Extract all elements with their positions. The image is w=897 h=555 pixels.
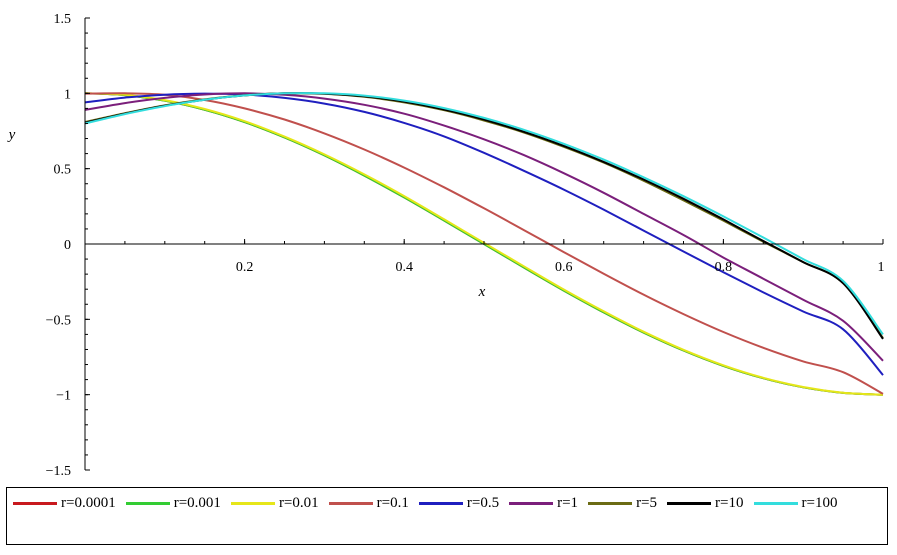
legend-swatch [230, 501, 275, 505]
x-tick-label: 0.6 [555, 260, 573, 275]
legend-item: r=0.1 [328, 490, 409, 516]
curves-layer [84, 92, 884, 396]
series-line-r-100 [84, 92, 884, 335]
legend-swatch [588, 501, 633, 505]
series-line-r-10 [84, 92, 884, 340]
legend-label: r=0.1 [376, 494, 409, 511]
ticks-layer: 0.2 0.4 0.6 0.8 1 1.5 1 0.5 0 −0.5 −1 −1.5 [46, 12, 885, 479]
legend-label: r=5 [636, 494, 658, 511]
y-axis-label: y [7, 127, 16, 143]
legend: r=0.0001 r=0.001 r=0.01 r=0.1 r=0.5 r=1 r=5 r=1… [6, 487, 888, 545]
legend-swatch [13, 501, 57, 505]
legend-item: r=10 [667, 490, 744, 516]
legend-swatch [418, 501, 463, 505]
series-line-r-1 [84, 92, 884, 362]
series-line-r-5 [84, 92, 884, 339]
plot-area: 0.2 0.4 0.6 0.8 1 1.5 1 0.5 0 −0.5 −1 −1.5 x y [7, 12, 885, 479]
legend-swatch [328, 501, 373, 505]
legend-label: r=0.5 [466, 494, 500, 511]
legend-swatch [667, 501, 712, 505]
legend-swatch [509, 501, 554, 505]
series-line-r-0-5 [84, 92, 884, 376]
legend-item: r=5 [588, 490, 657, 516]
legend-item: r=100 [753, 490, 838, 516]
legend-swatch [753, 501, 798, 505]
x-tick-label: 0.4 [395, 260, 413, 275]
x-axis-label: x [478, 284, 486, 300]
y-tick-label: 0.5 [54, 163, 72, 178]
legend-label: r=0.001 [173, 494, 221, 511]
y-tick-label: 1 [64, 87, 71, 102]
legend-label: r=10 [715, 494, 744, 511]
y-tick-label: −1 [56, 389, 71, 404]
legend-label: r=100 [801, 494, 838, 511]
legend-label: r=0.0001 [61, 494, 116, 511]
legend-item: r=0.01 [230, 490, 319, 516]
y-tick-label: −0.5 [46, 313, 71, 328]
y-tick-label: −1.5 [46, 464, 71, 479]
legend-item: r=0.5 [418, 490, 500, 516]
legend-item: r=1 [509, 490, 578, 516]
y-tick-label: 0 [64, 238, 71, 253]
legend-label: r=1 [557, 494, 579, 511]
series-line-r-0-1 [84, 92, 884, 395]
x-tick-label: 0.8 [715, 260, 733, 275]
y-tick-label: 1.5 [54, 12, 72, 27]
legend-swatch [125, 501, 170, 505]
legend-item: r=0.0001 [13, 490, 116, 516]
x-tick-label: 0.2 [236, 260, 254, 275]
legend-label: r=0.01 [278, 494, 319, 511]
x-tick-label: 1 [878, 260, 885, 275]
legend-item: r=0.001 [125, 490, 221, 516]
